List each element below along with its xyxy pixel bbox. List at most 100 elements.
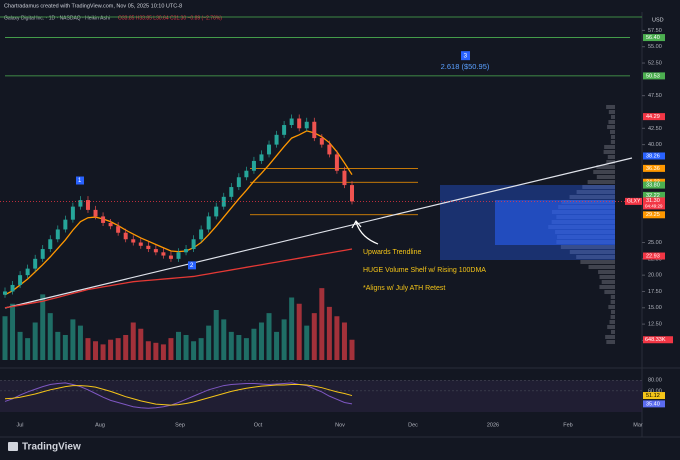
candle <box>184 249 188 252</box>
candle <box>48 239 52 249</box>
candle <box>3 291 7 294</box>
y-tick-label: 20.00 <box>648 273 662 279</box>
candle <box>131 239 135 242</box>
ohlc: O33.85 H33.85 L30.64 C31.30 −0.89 (−2.76… <box>118 15 222 21</box>
candle <box>169 256 173 259</box>
volume-bar <box>131 323 136 361</box>
volume-bar <box>350 340 355 360</box>
note: *Aligns w/ July ATH Retest <box>363 285 445 292</box>
y-tick-label: 12.50 <box>648 322 662 328</box>
wave-label: 3 <box>464 52 468 59</box>
volume-profile <box>599 275 615 279</box>
osc-tag-label: 35.40 <box>646 401 660 407</box>
candle <box>297 119 301 129</box>
volume-profile <box>602 280 615 284</box>
volume-profile <box>589 265 615 269</box>
candle <box>109 223 113 226</box>
y-tick-label: 15.00 <box>648 305 662 311</box>
symbol-label: GLXY <box>627 199 641 205</box>
candle <box>199 229 203 239</box>
candle <box>161 252 165 255</box>
candle <box>267 145 271 155</box>
candle <box>214 207 218 217</box>
volume-profile <box>593 170 615 174</box>
volume-bar <box>18 332 23 360</box>
volume-bar <box>85 338 90 360</box>
countdown: 04:49:29 <box>645 204 663 209</box>
volume-profile <box>608 155 615 159</box>
volume-profile <box>588 180 615 184</box>
candle <box>320 138 324 145</box>
volume-profile <box>599 285 615 289</box>
candle <box>101 216 105 223</box>
candle <box>327 145 331 155</box>
y-tick-label: 17.50 <box>648 289 662 295</box>
candle <box>71 207 75 220</box>
volume-bar <box>244 338 249 360</box>
volume-bar <box>304 326 309 360</box>
candle <box>56 229 60 239</box>
volume-bar <box>251 329 256 360</box>
volume-profile <box>598 270 615 274</box>
volume-bar <box>267 313 272 360</box>
volume-bar <box>146 341 151 360</box>
x-tick-label: Sep <box>175 422 185 428</box>
price-tag-label: 44.29 <box>646 114 660 120</box>
x-tick-label: Mar <box>633 422 643 428</box>
volume-bar <box>297 304 302 360</box>
volume-profile <box>604 150 615 154</box>
volume-profile <box>604 145 615 149</box>
candle <box>342 171 346 185</box>
volume-bar <box>229 332 234 360</box>
credit: Chartradamus created with TradingView.co… <box>4 3 182 9</box>
volume-profile <box>611 315 615 319</box>
volume-bar <box>123 335 128 360</box>
candle <box>177 252 181 259</box>
y-tick-label: 57.50 <box>648 28 662 34</box>
volume-bar <box>206 326 211 360</box>
candle <box>259 154 263 161</box>
candle <box>252 161 256 171</box>
volume-profile <box>606 340 615 344</box>
y-tick-label: 52.50 <box>648 60 662 66</box>
volume-bar <box>319 288 324 360</box>
volume-bar <box>214 310 219 360</box>
candle <box>41 249 45 259</box>
volume-bar <box>3 316 8 360</box>
volume-bar <box>55 332 60 360</box>
candle <box>290 119 294 126</box>
volume-bar <box>101 344 106 360</box>
volume-bar <box>236 335 241 360</box>
price-tag-label: 33.80 <box>646 183 660 189</box>
volume-profile <box>608 120 615 124</box>
volume-bar <box>93 341 98 360</box>
candle <box>207 216 211 229</box>
volume-bar <box>168 338 173 360</box>
volume-profile <box>610 130 615 134</box>
volume-bar <box>199 338 204 360</box>
volume-tag-label: 648.33K <box>645 337 666 343</box>
candle <box>124 233 128 240</box>
volume-profile <box>611 295 615 299</box>
brand: TradingView <box>22 442 81 453</box>
y-tick-label: 80.00 <box>648 378 662 384</box>
candle <box>305 122 309 129</box>
volume-profile <box>611 310 615 314</box>
volume-shelf <box>495 200 615 245</box>
volume-profile <box>597 175 615 179</box>
x-tick-label: 2026 <box>487 422 499 428</box>
candle <box>94 210 98 217</box>
price-tag-label: 50.53 <box>646 73 660 79</box>
candle <box>275 135 279 145</box>
volume-bar <box>63 335 68 360</box>
y-tick-label: 40.00 <box>648 142 662 148</box>
volume-bar <box>161 344 166 360</box>
price-tag-label: 36.36 <box>646 166 660 172</box>
volume-profile <box>604 290 615 294</box>
volume-profile <box>608 305 615 309</box>
chart: Chartradamus created with TradingView.co… <box>0 0 680 460</box>
volume-profile <box>580 260 615 264</box>
y-tick-label: 25.00 <box>648 240 662 246</box>
volume-bar <box>191 341 196 360</box>
y-tick-label: 47.50 <box>648 93 662 99</box>
